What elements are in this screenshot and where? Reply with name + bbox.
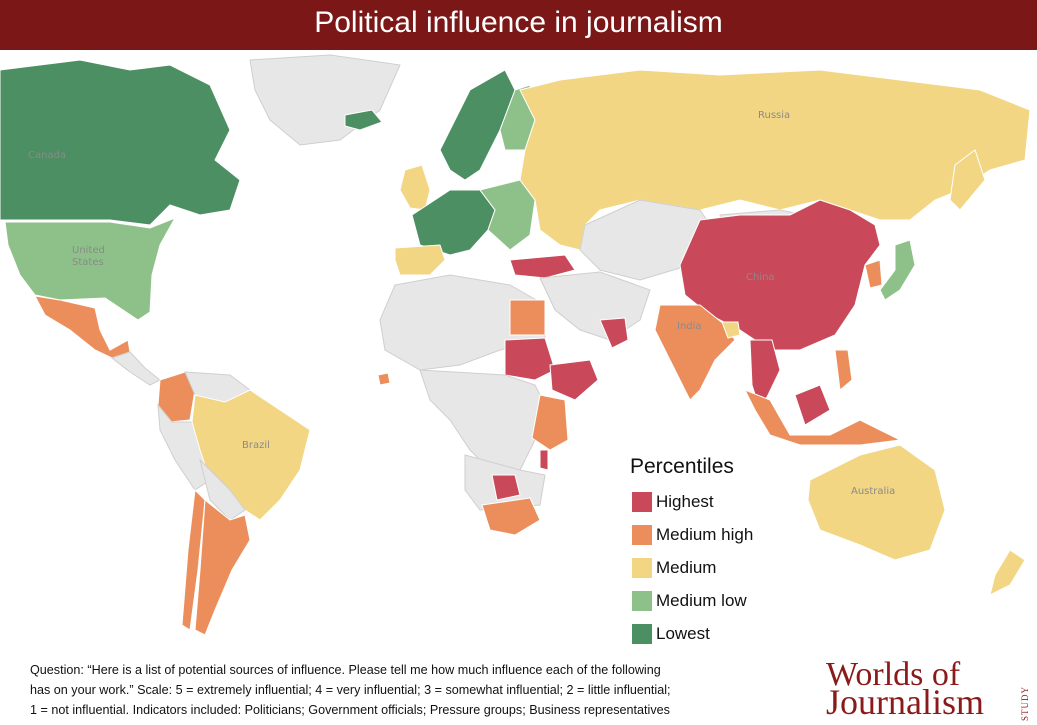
region-australia — [807, 444, 946, 561]
region-central-africa — [419, 369, 546, 476]
region-bangladesh — [721, 321, 741, 339]
region-united-states — [4, 217, 177, 321]
region-middle-east — [539, 271, 651, 341]
legend-item-medium-low: Medium low — [632, 589, 832, 613]
legend-item-medium: Medium — [632, 556, 832, 580]
footnote-line-2: has on your work.” Scale: 5 = extremely … — [30, 683, 671, 697]
region-greenland — [249, 54, 401, 146]
worlds-of-journalism-logo: Worlds of Journalism STUDY — [822, 656, 1032, 722]
logo-line-2: Journalism — [826, 682, 984, 722]
legend-label-medium: Medium — [656, 558, 717, 577]
legend-label-medium-high: Medium high — [656, 525, 754, 544]
legend-swatch-medium-low — [632, 591, 652, 611]
legend-label-highest: Highest — [656, 492, 714, 511]
region-borneo — [794, 384, 831, 426]
region-malawi — [539, 449, 549, 471]
region-uk — [399, 164, 431, 211]
region-kenya-tanzania — [531, 394, 569, 451]
footnote-line-1: Question: “Here is a list of potential s… — [30, 663, 661, 677]
legend-item-lowest: Lowest — [632, 622, 832, 646]
logo-side-text: STUDY — [1020, 686, 1030, 722]
region-kamchatka — [949, 149, 986, 211]
label-canada: Canada — [28, 150, 66, 161]
label-brazil: Brazil — [242, 440, 270, 451]
region-north-africa — [379, 274, 546, 371]
label-united-states-1: United — [72, 245, 105, 256]
label-russia: Russia — [758, 110, 790, 121]
legend-item-medium-high: Medium high — [632, 523, 832, 547]
region-argentina — [194, 499, 251, 636]
world-map: Canada United States Russia China India … — [0, 50, 1037, 655]
region-oman — [599, 317, 629, 349]
label-india: India — [677, 321, 702, 332]
region-sudan — [504, 337, 556, 381]
region-ethiopia — [549, 359, 599, 401]
legend-swatch-lowest — [632, 624, 652, 644]
region-canada — [0, 59, 241, 226]
legend-swatch-medium — [632, 558, 652, 578]
region-japan — [879, 239, 916, 301]
legend: Percentiles Highest Medium high Medium M… — [630, 455, 830, 650]
label-china: China — [746, 272, 775, 283]
region-turkey — [509, 254, 576, 279]
region-south-africa — [481, 497, 541, 536]
legend-swatch-highest — [632, 492, 652, 512]
region-mexico — [34, 295, 131, 359]
region-sierra-leone — [377, 372, 391, 386]
region-iceland — [344, 109, 383, 131]
region-new-zealand — [989, 549, 1026, 596]
region-brazil — [191, 389, 311, 521]
label-united-states-2: States — [72, 257, 104, 268]
title-bar: Political influence in journalism — [0, 0, 1037, 50]
logo-line-1: Worlds of — [826, 656, 961, 693]
legend-swatch-medium-high — [632, 525, 652, 545]
region-thailand — [749, 339, 781, 412]
region-botswana — [491, 474, 521, 501]
region-korea — [864, 259, 883, 289]
region-india — [654, 304, 736, 401]
page-title: Political influence in journalism — [314, 6, 723, 39]
region-philippines — [834, 349, 853, 391]
region-central-america — [110, 351, 161, 386]
region-egypt — [509, 299, 546, 336]
footnote-line-3: 1 = not influential. Indicators included… — [30, 703, 670, 717]
region-bolivia — [199, 458, 246, 521]
legend-item-highest: Highest — [632, 490, 832, 514]
region-indonesia — [743, 389, 902, 446]
label-australia: Australia — [851, 486, 895, 497]
region-iberia — [394, 244, 446, 276]
legend-label-medium-low: Medium low — [656, 591, 747, 610]
footnote: Question: “Here is a list of potential s… — [30, 660, 790, 720]
legend-label-lowest: Lowest — [656, 624, 710, 643]
legend-title: Percentiles — [630, 455, 734, 478]
